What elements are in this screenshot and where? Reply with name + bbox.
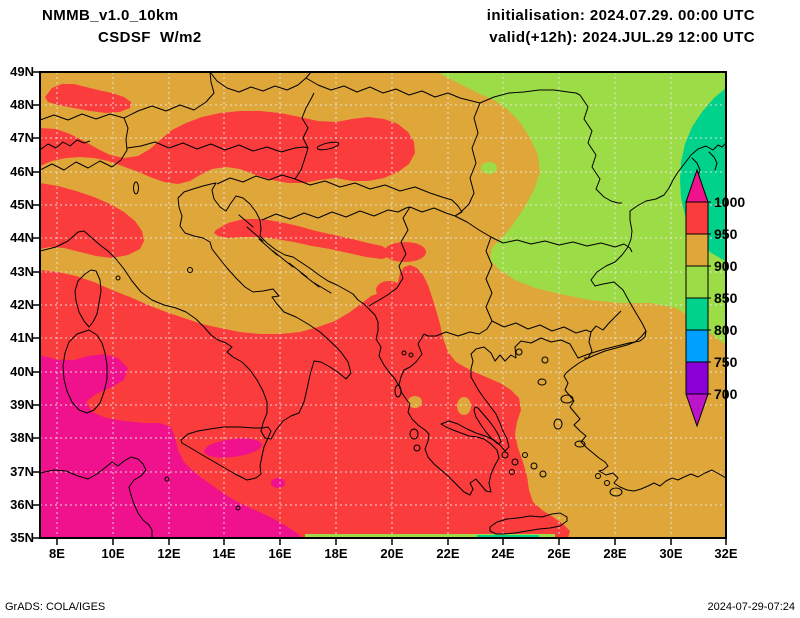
colorbar-cap-top [686,170,708,202]
map-frame [33,71,727,545]
lat-tick-label: 47N [10,130,34,145]
colorbar-level-label: 950 [714,226,738,242]
colorbar-cap-bottom [686,394,708,426]
colorbar-level-label: 850 [714,290,738,306]
colorbar-level-label: 700 [714,386,738,402]
lon-tick-label: 10E [101,546,125,561]
region-orange-pocket-1 [408,396,422,408]
lon-tick-label: 12E [157,546,181,561]
coastline-croatian-islands [238,214,332,294]
coastlines [40,141,726,538]
lat-tick-label: 35N [10,530,34,545]
lat-tick-label: 39N [10,397,34,412]
region-orange-pocket-2 [457,397,471,415]
region-sliver-teal [477,535,539,538]
lon-tick-label: 8E [49,546,65,561]
colorbar-band-750 [686,330,708,362]
graticule [40,72,726,538]
colorbar-level-label: 750 [714,354,738,370]
coastline-sardinia [62,329,108,414]
variable-title: CSDSF W/m2 [98,29,202,46]
coastline-blacksea [577,142,726,359]
lon-tick-label: 28E [603,546,627,561]
lon-tick-label: 24E [491,546,515,561]
country-borders [40,72,633,386]
coastline-north-africa [40,456,153,538]
lat-tick-label: 36N [10,497,34,512]
lat-tick-label: 44N [10,230,34,245]
colorbar-level-label: 900 [714,258,738,274]
creation-timestamp: 2024-07-29-07:24 [707,601,795,613]
lat-tick-label: 40N [10,364,34,379]
region-green-850-900 [437,72,726,345]
lat-tick-label: 48N [10,97,34,112]
region-green-dot [481,162,497,174]
lon-tick-label: 32E [714,546,738,561]
coastline-crete [489,512,568,535]
islands-aegean [115,275,623,511]
lat-tick-label: 46N [10,164,34,179]
colorbar-band-850 [686,266,708,298]
lat-tick-label: 41N [10,330,34,345]
colorbar-level-label: 1000 [714,194,746,210]
lon-tick-label: 26E [547,546,571,561]
lon-tick-label: 20E [380,546,404,561]
colorbar [685,168,711,428]
lakes [133,141,414,358]
colorbar-band-800 [686,298,708,330]
lat-tick-label: 37N [10,464,34,479]
regions-magenta-gt1000 [40,354,302,538]
region-sliver-green [305,534,555,538]
coastline-sicily [180,426,272,481]
coastline-corsica [74,269,102,328]
lon-tick-label: 30E [659,546,683,561]
coastline-euboea [473,406,502,445]
colorbar-band-950 [686,202,708,234]
lat-tick-label: 42N [10,297,34,312]
model-title: NMMB_v1.0_10km [42,7,179,24]
colorbar-level-label: 800 [714,322,738,338]
lon-tick-label: 14E [212,546,236,561]
coastline-lagoons [691,151,718,177]
colorbar-band-700 [686,362,708,394]
lat-tick-label: 45N [10,197,34,212]
colorbar-band-900 [686,234,708,266]
lon-tick-label: 16E [268,546,292,561]
init-time-label: initialisation: 2024.07.29. 00:00 UTC [486,7,755,24]
lat-tick-label: 43N [10,264,34,279]
lon-tick-label: 22E [436,546,460,561]
lat-tick-label: 38N [10,430,34,445]
coastline-turkey-west [563,330,726,492]
valid-time-label: valid(+12h): 2024.JUL.29 12:00 UTC [489,29,755,46]
lon-tick-label: 18E [324,546,348,561]
grads-credit: GrADS: COLA/IGES [5,601,106,613]
lat-tick-label: 49N [10,64,34,79]
